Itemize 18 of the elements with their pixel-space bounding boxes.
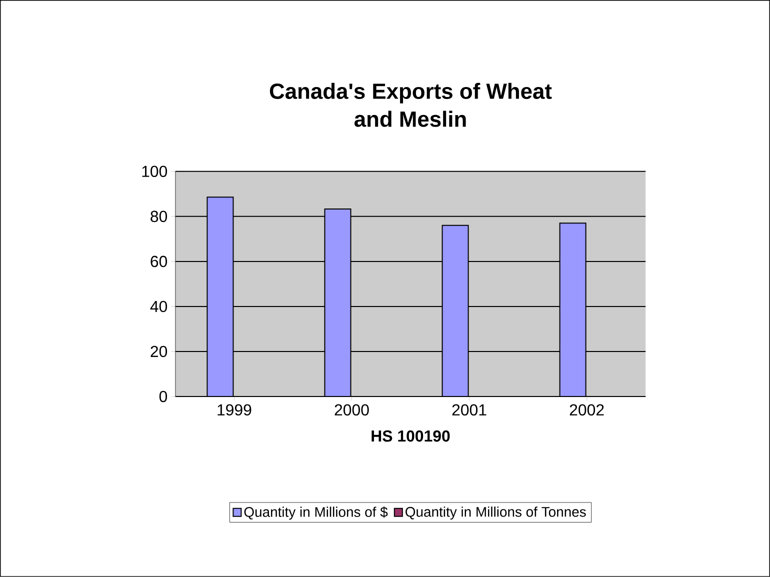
x-tick-label: 2000 <box>334 404 369 416</box>
x-axis-title: HS 100190 <box>372 430 450 442</box>
y-tick-label: 20 <box>150 346 168 358</box>
x-tick-label: 2002 <box>570 404 604 416</box>
bar <box>442 224 469 397</box>
bar <box>206 196 234 397</box>
x-tick-label: 2001 <box>452 404 486 416</box>
x-tick-label: 1999 <box>218 404 252 416</box>
chart-title: Canada's Exports of Wheat and Meslin <box>270 82 552 127</box>
y-tick-label: 0 <box>159 390 168 402</box>
y-tick-label: 40 <box>150 300 168 312</box>
bar <box>559 222 586 397</box>
bar <box>324 208 352 397</box>
y-tick-label: 100 <box>142 166 168 178</box>
y-tick-label: 80 <box>150 210 168 222</box>
legend-label: Quantity in Millions of $ <box>244 506 388 520</box>
y-tick-label: 60 <box>150 256 168 268</box>
legend-label: Quantity in Millions of Tonnes <box>406 506 586 520</box>
